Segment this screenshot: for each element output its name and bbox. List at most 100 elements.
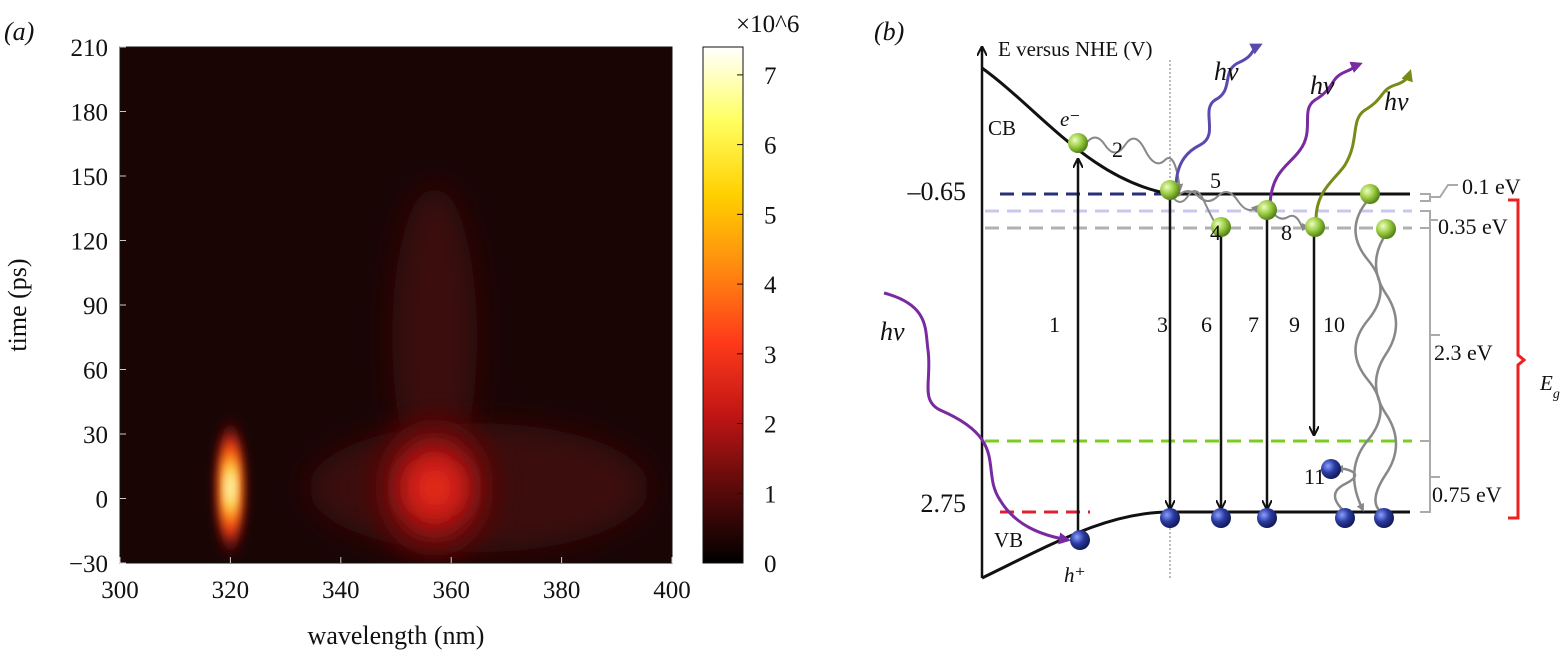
y-tick-label: 150 (71, 164, 109, 191)
cb-energy-value: –0.65 (907, 177, 967, 206)
electron-ball (1211, 217, 1231, 237)
y-tick-label: 60 (83, 358, 108, 385)
gap-brace-2-3 (1420, 227, 1440, 442)
step-label-7: 7 (1248, 312, 1259, 337)
colorbar-tick-label: 2 (764, 412, 777, 439)
x-tick-label: 380 (543, 577, 581, 604)
electron-ball (1068, 133, 1088, 153)
x-tick-label: 340 (322, 577, 360, 604)
step-label-8: 8 (1281, 220, 1292, 245)
gap-label-0-1: 0.1 eV (1462, 174, 1521, 199)
heatmap (120, 47, 672, 563)
energy-diagram: (b) E versus NHE (V) –0.65 2.75 CB VB e⁻… (874, 17, 1560, 587)
emission-photon-label-1: hν (1214, 57, 1239, 86)
x-axis: 300 320 340 360 380 400 (101, 557, 691, 604)
peak-contour (227, 470, 234, 505)
step-label-2: 2 (1112, 137, 1123, 162)
bandgap-label: Eg (1539, 371, 1560, 402)
y-tick-label: 30 (83, 422, 108, 449)
panel-b-label: (b) (874, 17, 904, 46)
colorbar-ticks: 0 1 2 3 4 5 6 7 (737, 63, 777, 578)
hole-ball (1257, 508, 1277, 528)
step-label-6: 6 (1201, 312, 1212, 337)
colorbar-tick-label: 3 (764, 342, 777, 369)
energy-axis-label: E versus NHE (V) (998, 37, 1153, 61)
gap-brace-0-75 (1420, 440, 1440, 513)
cb-label: CB (988, 116, 1016, 140)
hole-ball (1335, 508, 1355, 528)
transition-10-arrow-a (1352, 199, 1382, 512)
gap-label-0-75: 0.75 eV (1432, 482, 1502, 507)
hole-label: h⁺ (1064, 563, 1086, 587)
electron-ball (1305, 217, 1325, 237)
step-label-9: 9 (1289, 312, 1300, 337)
y-tick-label: 0 (96, 487, 109, 514)
gap-brace-0-35 (1420, 210, 1438, 229)
colorbar-tick-label: 0 (764, 551, 777, 578)
step-label-1: 1 (1049, 312, 1060, 337)
peak-contour (419, 470, 450, 506)
gap-label-0-35: 0.35 eV (1438, 214, 1508, 239)
hole-ball (1160, 508, 1180, 528)
transition-5-arrow (1177, 190, 1260, 214)
x-tick-label: 320 (212, 577, 250, 604)
emission-photon-9-arrow (1314, 69, 1413, 221)
colorbar-tick-label: 6 (764, 133, 777, 160)
conduction-band (981, 66, 1410, 196)
x-axis-label: wavelength (nm) (308, 621, 485, 650)
y-tick-label: 210 (71, 35, 109, 62)
gap-label-2-3: 2.3 eV (1434, 340, 1493, 365)
colorbar (702, 46, 744, 564)
peak-tail (392, 186, 478, 488)
y-axis: −30 0 30 60 90 120 150 180 210 (69, 35, 126, 578)
electron-ball (1360, 184, 1380, 204)
y-axis-label: time (ps) (3, 258, 32, 351)
electron-label: e⁻ (1060, 107, 1080, 131)
colorbar-tick-label: 4 (764, 272, 777, 299)
electron-ball (1376, 219, 1396, 239)
heatmap-peak-1 (217, 421, 244, 554)
emission-photon-label-3: hν (1384, 87, 1409, 116)
electron-ball (1257, 200, 1277, 220)
y-tick-label: 90 (83, 293, 108, 320)
transition-8-arrow (1271, 211, 1310, 231)
step-label-10: 10 (1323, 312, 1345, 337)
incident-photon-arrow (883, 291, 1071, 545)
y-tick-label: 120 (71, 229, 109, 256)
hole-ball (1211, 508, 1231, 528)
step-label-5: 5 (1210, 168, 1221, 193)
transition-11-arrow (1333, 465, 1357, 513)
y-tick-label: 180 (71, 100, 109, 127)
hole-ball (1374, 508, 1394, 528)
emission-photon-3-arrow (1174, 43, 1263, 189)
x-tick-label: 400 (653, 577, 691, 604)
panel-a-label: (a) (4, 17, 34, 46)
colorbar-tick-label: 5 (764, 202, 777, 229)
y-tick-label: −30 (69, 551, 108, 578)
step-labels: 1 2 3 4 5 6 7 8 9 10 11 (1049, 137, 1345, 489)
colorbar-multiplier: ×10^6 (736, 11, 799, 38)
x-tick-label: 300 (101, 577, 139, 604)
transition-4-arrow (1171, 190, 1228, 228)
x-tick-label: 360 (432, 577, 470, 604)
incident-photon-label: hν (880, 317, 905, 346)
hole-ball (1070, 530, 1090, 550)
transition-2-arrow (1084, 136, 1184, 192)
bandgap-brace (1508, 198, 1527, 520)
heatmap-peak-2 (308, 186, 649, 557)
transition-10-arrow-b (1374, 233, 1398, 516)
step-label-3: 3 (1157, 312, 1168, 337)
colorbar-tick-label: 1 (764, 481, 777, 508)
vb-energy-value: 2.75 (921, 489, 967, 518)
electron-ball (1160, 180, 1180, 200)
step-label-11: 11 (1304, 464, 1325, 489)
gap-brace-0-1 (1420, 184, 1458, 202)
valence-band (981, 510, 1410, 580)
hole-ball (1321, 459, 1341, 479)
emission-photon-label-2: hν (1310, 71, 1335, 100)
vb-label: VB (994, 528, 1023, 552)
colorbar-tick-label: 7 (764, 63, 777, 90)
emission-photon-7-arrow (1268, 61, 1363, 205)
carriers (1068, 133, 1396, 550)
